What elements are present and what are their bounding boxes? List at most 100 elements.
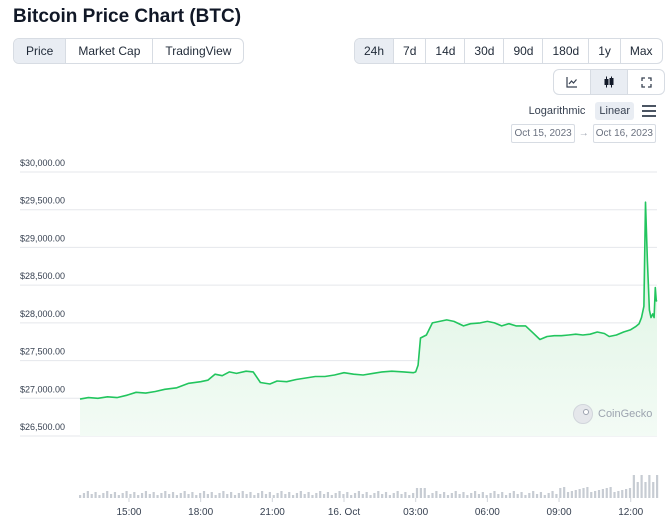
tab-tradingview[interactable]: TradingView <box>165 44 232 58</box>
volume-bar <box>183 491 186 498</box>
volume-bar <box>311 495 314 498</box>
volume-bar <box>609 487 612 498</box>
volume-bar <box>446 495 450 498</box>
volume-bar <box>501 492 504 498</box>
candlestick-button[interactable] <box>591 70 628 94</box>
volume-bar <box>268 492 271 498</box>
volume-bar <box>121 493 124 498</box>
fullscreen-icon <box>640 76 652 88</box>
volume-bar <box>423 488 426 498</box>
fullscreen-button[interactable] <box>628 70 664 94</box>
volume-bar <box>473 491 477 498</box>
volume-bar <box>578 489 581 498</box>
volume-bar <box>334 493 337 498</box>
watermark-text: CoinGecko <box>598 408 653 420</box>
line-chart-button[interactable] <box>554 70 591 94</box>
price-line <box>79 201 658 400</box>
volume-bar <box>443 492 446 498</box>
volume-bar <box>241 491 244 498</box>
range-180d[interactable]: 180d <box>543 39 590 63</box>
volume-bar <box>230 492 233 498</box>
volume-bar <box>191 492 194 498</box>
volume-bar <box>404 492 407 498</box>
volume-bar <box>656 475 659 498</box>
volume-bar <box>175 495 179 498</box>
volume-bar <box>535 494 539 498</box>
volume-bar <box>462 492 465 498</box>
volume-bar <box>346 492 349 498</box>
page-title: Bitcoin Price Chart (BTC) <box>13 6 242 27</box>
volume-bar <box>481 492 484 498</box>
tab-price[interactable]: Price <box>14 39 67 63</box>
volume-bar <box>412 493 415 498</box>
volume-bar <box>365 492 368 498</box>
volume-bar <box>233 495 237 498</box>
volume-bar <box>605 488 608 498</box>
range-90d[interactable]: 90d <box>504 39 544 63</box>
hamburger-menu-icon[interactable] <box>642 105 656 117</box>
volume-bar <box>148 494 151 498</box>
volume-bar <box>597 490 601 498</box>
volume-bar <box>594 491 597 498</box>
volume-bar <box>547 493 550 498</box>
volume-bar <box>559 488 562 498</box>
volume-bar <box>291 495 295 498</box>
volume-bar <box>508 493 512 498</box>
volume-bar <box>632 475 635 498</box>
x-tick-label: 12:00 <box>618 507 643 518</box>
volume-bar <box>342 494 345 498</box>
volume-bar <box>361 494 364 498</box>
tab-market-cap[interactable]: Market Cap <box>66 39 154 63</box>
range-max[interactable]: Max <box>629 44 653 58</box>
volume-bar <box>164 491 167 498</box>
volume-bar <box>187 494 190 498</box>
volume-bar <box>574 490 577 498</box>
volume-bar <box>532 491 535 498</box>
volume-bar <box>249 492 252 498</box>
volume-bar <box>563 487 566 498</box>
range-7d[interactable]: 7d <box>394 39 427 63</box>
volume-bar <box>82 493 86 498</box>
scale-linear[interactable]: Linear <box>595 102 634 120</box>
volume-bar <box>106 491 109 498</box>
volume-bar <box>357 491 361 498</box>
volume-bar <box>326 492 330 498</box>
volume-bar <box>454 491 457 498</box>
range-30d[interactable]: 30d <box>465 39 505 63</box>
volume-bar <box>257 493 260 498</box>
volume-bar <box>621 490 624 498</box>
volume-bar <box>431 493 434 498</box>
date-from-input[interactable]: Oct 15, 2023 <box>511 124 575 143</box>
range-24h[interactable]: 24h <box>355 39 395 63</box>
volume-bar <box>210 492 213 498</box>
volume-bar <box>156 495 159 498</box>
volume-bar <box>435 491 438 498</box>
volume-bar <box>524 495 527 498</box>
range-14d[interactable]: 14d <box>426 39 466 63</box>
x-tick-label: 16. Oct <box>328 507 360 518</box>
coingecko-watermark: CoinGecko <box>573 404 652 424</box>
volume-bar <box>264 494 268 498</box>
volume-bar <box>582 488 585 498</box>
volume-bar <box>90 494 93 498</box>
volume-bar <box>640 475 643 498</box>
volume-bar <box>636 482 639 498</box>
x-tick-label: 15:00 <box>116 507 141 518</box>
volume-bar <box>427 495 430 498</box>
volume-bar <box>160 493 163 498</box>
scale-logarithmic[interactable]: Logarithmic <box>528 105 586 117</box>
volume-bar <box>299 491 302 498</box>
date-arrow: → <box>578 128 589 139</box>
date-to-input[interactable]: Oct 16, 2023 <box>592 124 656 143</box>
volume-bar <box>458 494 461 498</box>
volume-bar <box>497 494 500 498</box>
volume-bar <box>520 492 523 498</box>
volume-bar <box>439 494 442 498</box>
volume-bar <box>493 491 496 498</box>
volume-bar <box>566 492 570 498</box>
y-tick-label: $26,500.00 <box>20 422 65 432</box>
price-area <box>80 202 657 436</box>
volume-bar <box>570 491 574 498</box>
volume-bar <box>470 493 473 498</box>
range-1y[interactable]: 1y <box>589 39 621 63</box>
